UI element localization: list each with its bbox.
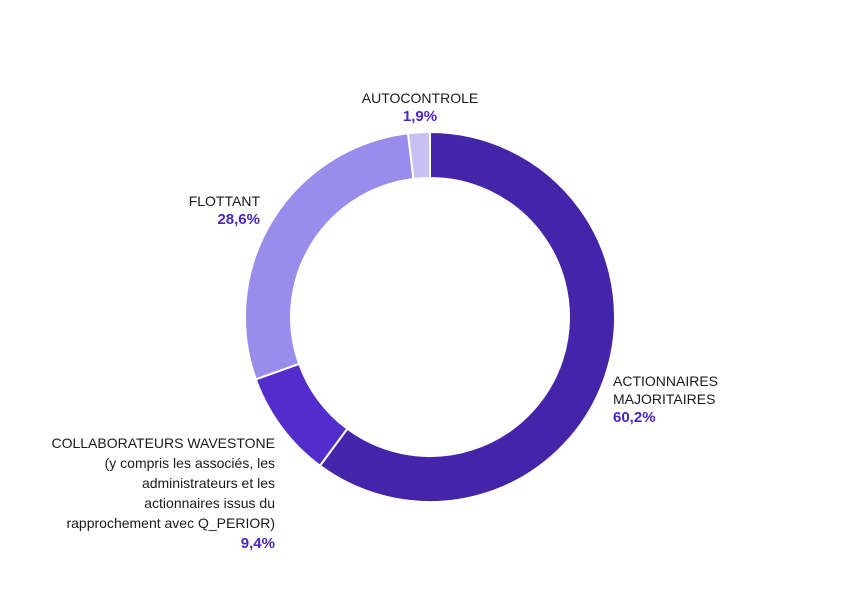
slice-auto xyxy=(406,130,431,181)
slice-name-actionnaires-majoritaires: ACTIONNAIRES MAJORITAIRES xyxy=(613,373,719,407)
slice-name-autocontrole: AUTOCONTROLE xyxy=(361,90,479,106)
label-collaborateurs: COLLABORATEURS WAVESTONE (y compris les … xyxy=(20,433,275,554)
slice-flot xyxy=(244,132,415,381)
slice-name-flottant: FLOTTANT xyxy=(188,193,260,209)
label-autocontrole: AUTOCONTROLE 1,9% xyxy=(335,90,505,125)
slice-value-flottant: 28,6% xyxy=(217,211,260,228)
slice-value-collaborateurs: 9,4% xyxy=(240,535,275,552)
slice-value-actionnaires-majoritaires: 60,2% xyxy=(613,409,656,426)
slice-name-collaborateurs: COLLABORATEURS WAVESTONE (y compris les … xyxy=(51,435,275,531)
slice-action xyxy=(318,130,616,503)
label-flottant: FLOTTANT 28,6% xyxy=(130,193,260,228)
label-actionnaires-majoritaires: ACTIONNAIRES MAJORITAIRES 60,2% xyxy=(613,372,793,427)
slice-value-autocontrole: 1,9% xyxy=(402,108,438,125)
